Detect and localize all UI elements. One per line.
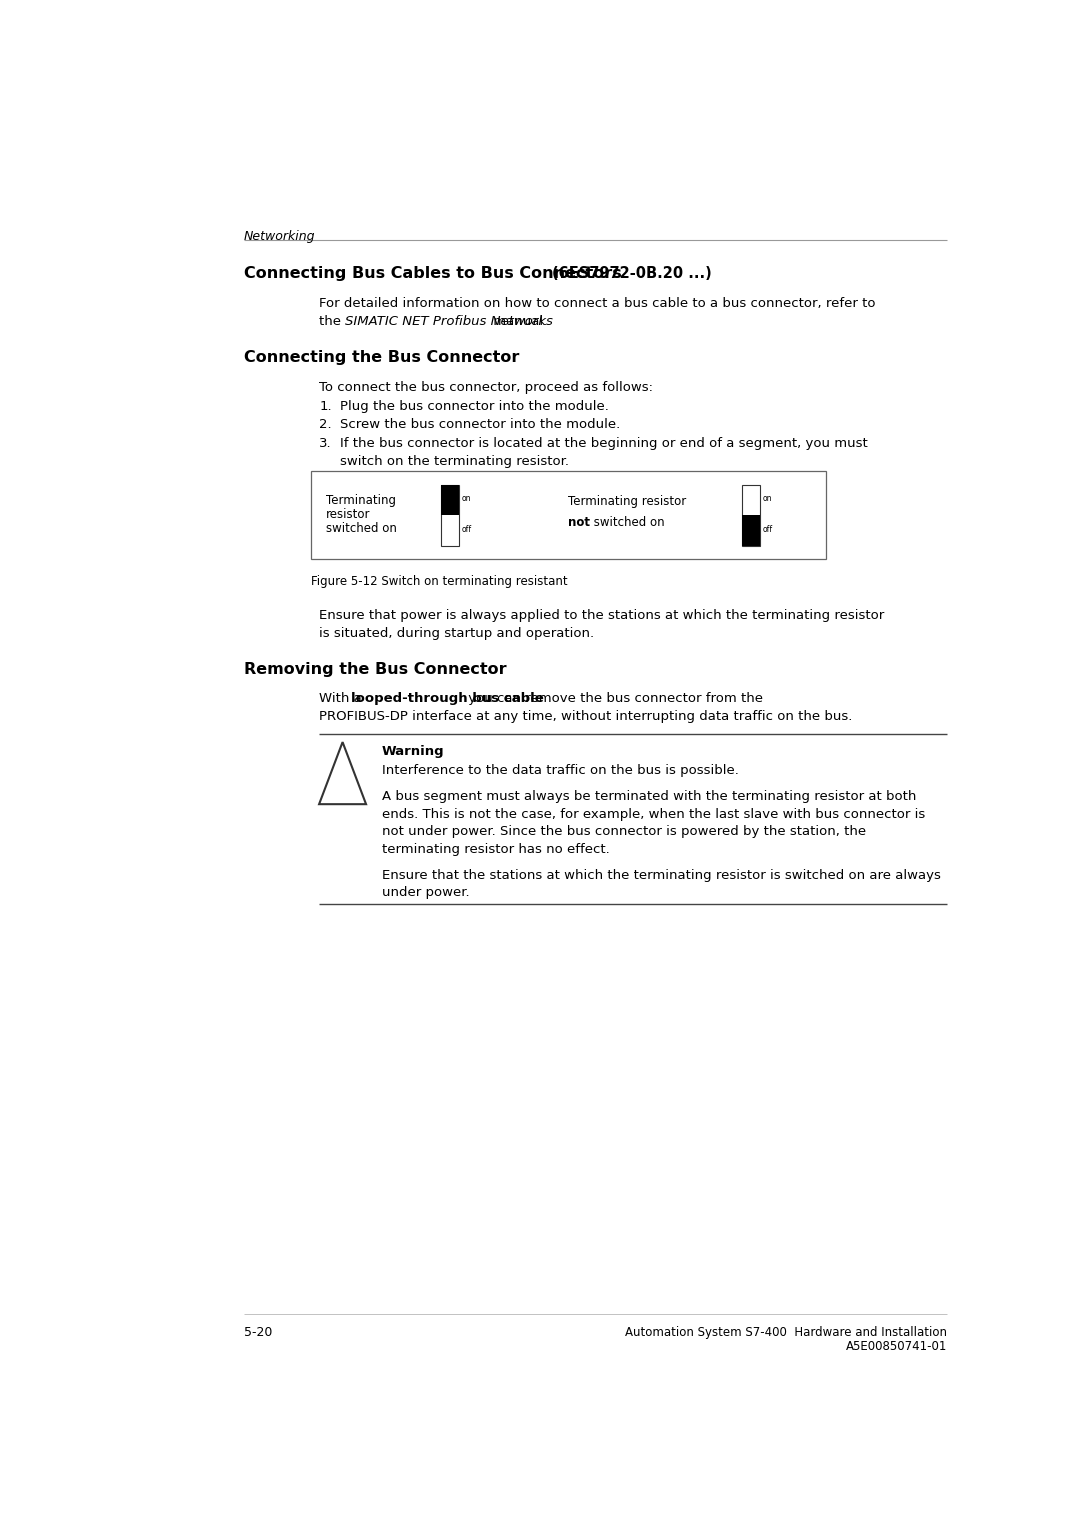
Text: manual.: manual.	[489, 315, 548, 328]
Text: If the bus connector is located at the beginning or end of a segment, you must: If the bus connector is located at the b…	[340, 437, 868, 450]
Text: resistor: resistor	[326, 508, 370, 521]
Text: For detailed information on how to connect a bus cable to a bus connector, refer: For detailed information on how to conne…	[320, 298, 876, 310]
Text: switched on: switched on	[590, 516, 664, 528]
Text: Connecting Bus Cables to Bus Connectors: Connecting Bus Cables to Bus Connectors	[244, 266, 627, 281]
Text: Terminating: Terminating	[326, 495, 396, 507]
Text: Ensure that power is always applied to the stations at which the terminating res: Ensure that power is always applied to t…	[320, 609, 885, 621]
Text: not under power. Since the bus connector is powered by the station, the: not under power. Since the bus connector…	[382, 825, 866, 838]
FancyBboxPatch shape	[441, 486, 459, 516]
Text: 2.: 2.	[320, 418, 332, 432]
Text: 1.: 1.	[320, 400, 332, 412]
FancyBboxPatch shape	[441, 486, 459, 547]
Text: PROFIBUS-DP interface at any time, without interrupting data traffic on the bus.: PROFIBUS-DP interface at any time, witho…	[320, 710, 852, 722]
Text: the: the	[320, 315, 346, 328]
Text: on: on	[461, 495, 471, 504]
Text: off: off	[762, 525, 773, 534]
Text: Ensure that the stations at which the terminating resistor is switched on are al: Ensure that the stations at which the te…	[382, 869, 941, 881]
Text: under power.: under power.	[382, 886, 470, 899]
Text: terminating resistor has no effect.: terminating resistor has no effect.	[382, 843, 610, 855]
Text: Networking: Networking	[244, 231, 315, 243]
Text: Automation System S7-400  Hardware and Installation: Automation System S7-400 Hardware and In…	[625, 1325, 947, 1339]
Text: To connect the bus connector, proceed as follows:: To connect the bus connector, proceed as…	[320, 380, 653, 394]
Text: on: on	[762, 495, 772, 504]
FancyBboxPatch shape	[311, 472, 825, 559]
Text: 5-20: 5-20	[244, 1325, 272, 1339]
FancyBboxPatch shape	[742, 516, 760, 547]
Text: (6ES7972-0B.20 ...): (6ES7972-0B.20 ...)	[552, 266, 712, 281]
Text: Removing the Bus Connector: Removing the Bus Connector	[244, 661, 507, 676]
Text: Plug the bus connector into the module.: Plug the bus connector into the module.	[340, 400, 609, 412]
Text: SIMATIC NET Profibus Networks: SIMATIC NET Profibus Networks	[346, 315, 553, 328]
Text: not: not	[568, 516, 590, 528]
Text: A bus segment must always be terminated with the terminating resistor at both: A bus segment must always be terminated …	[382, 789, 916, 803]
Text: 3.: 3.	[320, 437, 332, 450]
Text: switched on: switched on	[326, 522, 396, 536]
Text: Warning: Warning	[382, 745, 445, 759]
Text: With a: With a	[320, 692, 366, 705]
FancyBboxPatch shape	[742, 486, 760, 547]
Text: A5E00850741-01: A5E00850741-01	[846, 1341, 947, 1353]
Text: off: off	[461, 525, 472, 534]
Text: looped-through bus cable: looped-through bus cable	[351, 692, 543, 705]
Text: Screw the bus connector into the module.: Screw the bus connector into the module.	[340, 418, 620, 432]
Text: Interference to the data traffic on the bus is possible.: Interference to the data traffic on the …	[382, 764, 739, 777]
Text: !: !	[339, 774, 346, 788]
Text: Figure 5-12 Switch on terminating resistant: Figure 5-12 Switch on terminating resist…	[311, 574, 567, 588]
Text: Connecting the Bus Connector: Connecting the Bus Connector	[244, 350, 519, 365]
Text: is situated, during startup and operation.: is situated, during startup and operatio…	[320, 626, 594, 640]
Text: you can remove the bus connector from the: you can remove the bus connector from th…	[464, 692, 762, 705]
Text: Terminating resistor: Terminating resistor	[568, 495, 687, 508]
Polygon shape	[319, 742, 366, 805]
Text: switch on the terminating resistor.: switch on the terminating resistor.	[340, 455, 569, 467]
Text: ends. This is not the case, for example, when the last slave with bus connector : ends. This is not the case, for example,…	[382, 808, 926, 820]
